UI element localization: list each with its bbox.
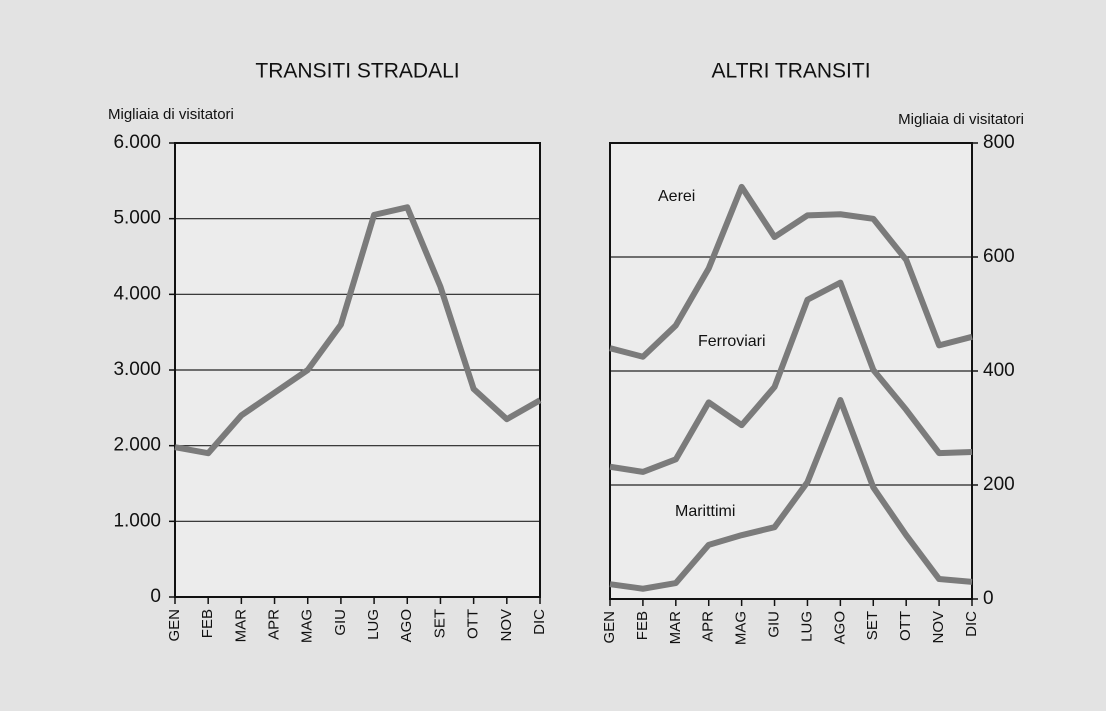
x-tick-label: MAR xyxy=(232,609,249,643)
x-tick-label: SET xyxy=(431,609,448,638)
x-tick-label: NOV xyxy=(930,611,947,644)
x-tick-label: APR xyxy=(266,609,283,640)
x-tick-label: LUG xyxy=(798,611,815,642)
x-tick-label: NOV xyxy=(498,609,515,642)
y-tick-label: 4.000 xyxy=(113,283,161,304)
x-tick-label: GIU xyxy=(332,609,349,636)
x-tick-label: GEN xyxy=(601,611,618,644)
x-tick-label: AGO xyxy=(398,609,415,642)
x-tick-label: APR xyxy=(700,611,717,642)
x-tick-label: GEN xyxy=(166,609,183,642)
y-tick-label: 800 xyxy=(983,132,1015,153)
x-tick-label: MAR xyxy=(667,611,684,645)
x-tick-label: FEB xyxy=(199,609,216,638)
plot-frame xyxy=(609,142,973,600)
x-tick-label: DIC xyxy=(531,609,548,635)
series-label: Ferroviari xyxy=(698,333,766,350)
plot-frame xyxy=(174,142,541,598)
series-label: Marittimi xyxy=(675,503,735,520)
y-tick-label: 3.000 xyxy=(113,359,161,380)
series-line xyxy=(609,397,973,592)
x-tick-label: MAG xyxy=(733,611,750,645)
x-tick-label: LUG xyxy=(365,609,382,640)
y-tick-label: 1.000 xyxy=(113,510,161,531)
y-tick-label: 0 xyxy=(150,586,161,607)
series-line xyxy=(174,204,542,457)
series-line xyxy=(609,183,973,360)
x-tick-label: SET xyxy=(864,611,881,640)
x-tick-label: OTT xyxy=(897,611,914,641)
x-tick-label: GIU xyxy=(766,611,783,638)
x-tick-label: MAG xyxy=(299,609,316,643)
y-tick-label: 400 xyxy=(983,360,1015,381)
chart-title: ALTRI TRANSITI xyxy=(711,60,870,83)
y-axis-label: Migliaia di visitatori xyxy=(108,106,234,123)
x-tick-label: OTT xyxy=(465,609,482,639)
chart-title: TRANSITI STRADALI xyxy=(255,60,459,83)
y-tick-label: 2.000 xyxy=(113,435,161,456)
x-tick-label: AGO xyxy=(831,611,848,644)
y-tick-label: 5.000 xyxy=(113,208,161,229)
series-label: Aerei xyxy=(658,188,695,205)
x-tick-label: FEB xyxy=(634,611,651,640)
y-tick-label: 6.000 xyxy=(113,132,161,153)
x-tick-label: DIC xyxy=(963,611,980,637)
y-tick-label: 200 xyxy=(983,474,1015,495)
y-axis-label: Migliaia di visitatori xyxy=(898,111,1024,128)
y-tick-label: 0 xyxy=(983,588,994,609)
series-line xyxy=(609,279,973,475)
y-tick-label: 600 xyxy=(983,246,1015,267)
